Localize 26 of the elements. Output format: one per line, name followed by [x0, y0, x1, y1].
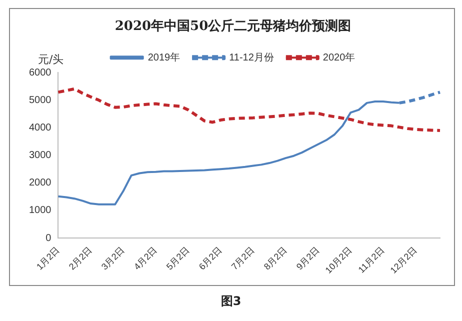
y-tick-label: 2000	[28, 178, 52, 189]
y-tick-label: 0	[46, 232, 52, 244]
legend-label: 2019年	[148, 51, 180, 64]
x-tick-label: 5月2日	[164, 244, 192, 272]
y-tick-label: 3000	[28, 150, 52, 162]
x-tick-label: 8月2日	[262, 244, 289, 272]
x-tick-label: 6月2日	[196, 244, 224, 272]
chart-title: 2020年中国50公斤二元母猪均价预测图	[114, 18, 352, 34]
x-tick-label: 2月2日	[67, 244, 94, 272]
x-tick-label: 3月2日	[100, 244, 126, 272]
y-axis-title: 元/头	[38, 52, 64, 67]
y-tick-label: 1000	[28, 205, 52, 216]
x-tick-label: 7月2日	[229, 244, 256, 272]
x-tick-label: 9月2日	[294, 244, 322, 272]
line-series	[56, 87, 442, 132]
y-tick-label: 5000	[28, 94, 52, 106]
caption: 图3	[220, 293, 242, 310]
x-tick-label: 1月2日	[34, 244, 62, 272]
y-tick-label: 4000	[28, 122, 52, 134]
x-tick-label: 10月2日	[323, 244, 354, 276]
x-tick-label: 12月2日	[388, 244, 419, 276]
legend-label: 11-12月份	[229, 52, 274, 64]
legend-label: 2020年	[322, 51, 356, 64]
x-tick-label: 4月2日	[132, 244, 159, 272]
x-tick-label: 11月2日	[356, 244, 386, 275]
y-tick-label: 6000	[28, 67, 52, 78]
